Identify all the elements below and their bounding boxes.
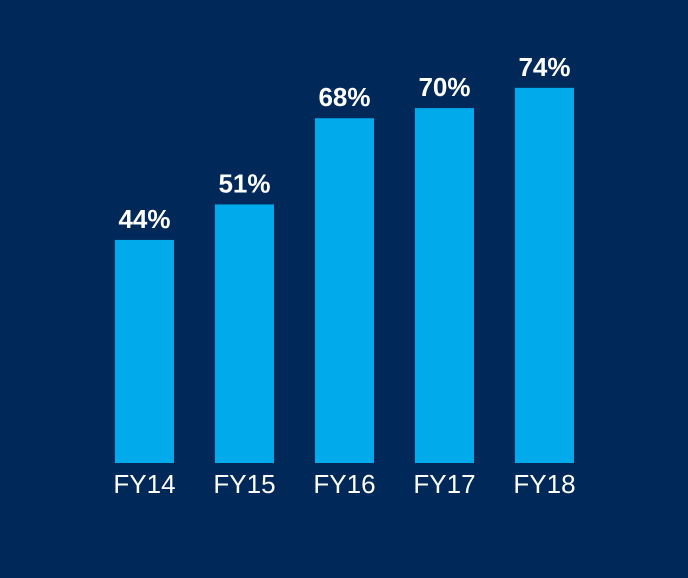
bar-fy16: [315, 118, 374, 464]
value-label-fy15: 51%: [218, 168, 270, 198]
bar-fy18: [515, 87, 574, 463]
category-label-fy18: FY18: [513, 469, 575, 499]
value-label-fy17: 70%: [418, 72, 470, 102]
value-label-fy14: 44%: [118, 204, 170, 234]
value-labels-group: 44% 51% 68% 70% 74%: [118, 52, 570, 234]
bar-fy15: [215, 204, 274, 463]
bar-fy14: [115, 239, 174, 463]
category-label-fy15: FY15: [213, 469, 275, 499]
bar-fy17: [415, 108, 474, 463]
category-label-fy17: FY17: [413, 469, 475, 499]
bars-group: [115, 87, 574, 464]
value-label-fy18: 74%: [518, 52, 570, 82]
value-label-fy16: 68%: [318, 82, 370, 112]
category-label-fy16: FY16: [313, 469, 375, 499]
category-label-fy14: FY14: [113, 469, 175, 499]
category-labels-group: FY14 FY15 FY16 FY17 FY18: [113, 469, 575, 499]
